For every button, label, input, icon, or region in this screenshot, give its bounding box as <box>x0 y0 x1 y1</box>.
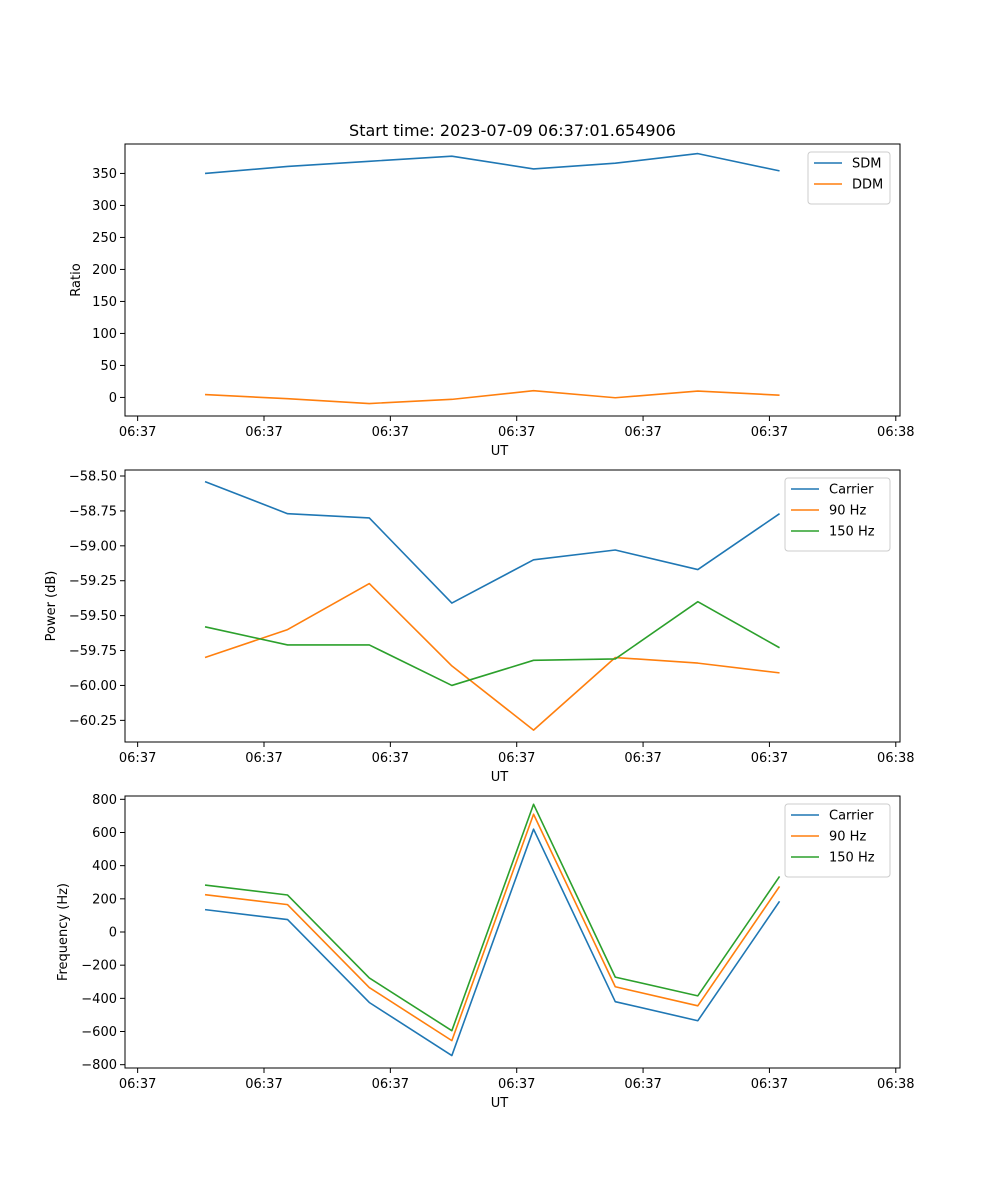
power-series-line-carrier <box>204 480 780 604</box>
power-panel: 06:37 06:37 06:37 06:37 06:37 06:37 06:38 −60.2… <box>44 469 915 785</box>
frequency-y-tick-label-3: −200 <box>81 959 117 974</box>
ratio-x-tick-label-2: 06:37 <box>372 425 409 440</box>
ratio-y-axis-label: Ratio <box>69 263 84 296</box>
frequency-x-tick-label-3: 06:37 <box>498 1077 535 1092</box>
frequency-y-tick-label-0: −800 <box>81 1058 117 1073</box>
ratio-x-tick-label-0: 06:37 <box>119 425 156 440</box>
frequency-series-line-90-hz <box>204 813 781 1042</box>
power-x-tick-label-4: 06:37 <box>624 751 661 766</box>
power-axes-frame <box>124 469 901 743</box>
frequency-y-axis-label: Frequency (Hz) <box>56 883 71 981</box>
frequency-legend <box>784 803 891 878</box>
frequency-x-tick-label-0: 06:37 <box>119 1077 156 1092</box>
power-y-tick-label-6: −58.75 <box>69 504 117 519</box>
frequency-y-tick-label-7: 600 <box>92 826 117 841</box>
power-y-tick-label-3: −59.50 <box>69 609 117 624</box>
frequency-y-tick-label-1: −600 <box>81 1025 117 1040</box>
power-legend-label-1: 90 Hz <box>829 504 866 519</box>
power-x-tick-label-5: 06:37 <box>751 751 788 766</box>
frequency-legend-label-0: Carrier <box>829 809 874 824</box>
ratio-panel: 06:37 06:37 06:37 06:37 06:37 06:37 06:38 0 50 10… <box>69 143 915 459</box>
power-y-axis-label: Power (dB) <box>44 571 59 642</box>
ratio-y-tick-label-7: 350 <box>92 167 117 182</box>
ratio-legend-label-1: DDM <box>852 178 883 193</box>
frequency-series-line-carrier <box>204 828 781 1057</box>
figure-title: Start time: 2023-07-09 06:37:01.654906 <box>349 121 676 140</box>
ratio-legend-label-0: SDM <box>852 157 881 172</box>
ratio-x-tick-label-1: 06:37 <box>245 425 282 440</box>
ratio-legend <box>807 151 891 205</box>
power-y-tick-label-1: −60.00 <box>69 679 117 694</box>
frequency-legend-label-2: 150 Hz <box>829 851 875 866</box>
ratio-x-tick-label-5: 06:37 <box>751 425 788 440</box>
power-y-tick-label-7: −58.50 <box>69 470 117 485</box>
frequency-y-tick-label-8: 800 <box>92 793 117 808</box>
frequency-y-tick-label-6: 400 <box>92 859 117 874</box>
ratio-x-axis-label: UT <box>491 444 509 459</box>
ratio-axes-frame <box>124 143 901 417</box>
power-x-tick-label-2: 06:37 <box>372 751 409 766</box>
frequency-y-tick-label-5: 200 <box>92 892 117 907</box>
ratio-y-tick-label-1: 50 <box>100 359 117 374</box>
ratio-y-tick-label-5: 250 <box>92 231 117 246</box>
power-x-tick-label-0: 06:37 <box>119 751 156 766</box>
frequency-y-tick-label-2: −400 <box>81 992 117 1007</box>
frequency-x-tick-label-5: 06:37 <box>751 1077 788 1092</box>
power-legend-label-2: 150 Hz <box>829 525 875 540</box>
power-y-tick-label-2: −59.75 <box>69 644 117 659</box>
power-x-axis-label: UT <box>491 770 509 785</box>
power-x-tick-label-1: 06:37 <box>245 751 282 766</box>
power-x-tick-label-6: 06:38 <box>877 751 914 766</box>
frequency-x-tick-label-6: 06:38 <box>877 1077 914 1092</box>
power-y-tick-label-4: −59.25 <box>69 574 117 589</box>
ratio-series-line-sdm <box>204 152 780 175</box>
power-legend-label-0: Carrier <box>829 483 874 498</box>
ratio-y-tick-label-0: 0 <box>109 391 117 406</box>
frequency-legend-label-1: 90 Hz <box>829 830 866 845</box>
ratio-y-tick-label-6: 300 <box>92 199 117 214</box>
frequency-x-tick-label-2: 06:37 <box>372 1077 409 1092</box>
power-x-tick-label-3: 06:37 <box>498 751 535 766</box>
ratio-x-tick-label-4: 06:37 <box>624 425 661 440</box>
ratio-y-tick-label-3: 150 <box>92 295 117 310</box>
frequency-y-tick-label-4: 0 <box>109 926 117 941</box>
ratio-x-tick-label-3: 06:37 <box>498 425 535 440</box>
power-legend <box>784 477 891 552</box>
ratio-series-line-ddm <box>204 389 780 405</box>
power-y-tick-label-5: −59.00 <box>69 539 117 554</box>
frequency-x-tick-label-4: 06:37 <box>624 1077 661 1092</box>
power-series-line-150-hz <box>204 600 780 687</box>
frequency-x-tick-label-1: 06:37 <box>245 1077 282 1092</box>
ratio-y-tick-label-2: 100 <box>92 327 117 342</box>
ratio-x-tick-label-6: 06:38 <box>877 425 914 440</box>
ratio-y-tick-label-4: 200 <box>92 263 117 278</box>
power-series-line-90-hz <box>204 582 780 731</box>
frequency-panel: 06:37 06:37 06:37 06:37 06:37 06:37 06:38 −800 −… <box>56 793 915 1111</box>
power-y-tick-label-0: −60.25 <box>69 714 117 729</box>
frequency-series-line-150-hz <box>204 803 781 1032</box>
frequency-x-axis-label: UT <box>491 1096 509 1111</box>
